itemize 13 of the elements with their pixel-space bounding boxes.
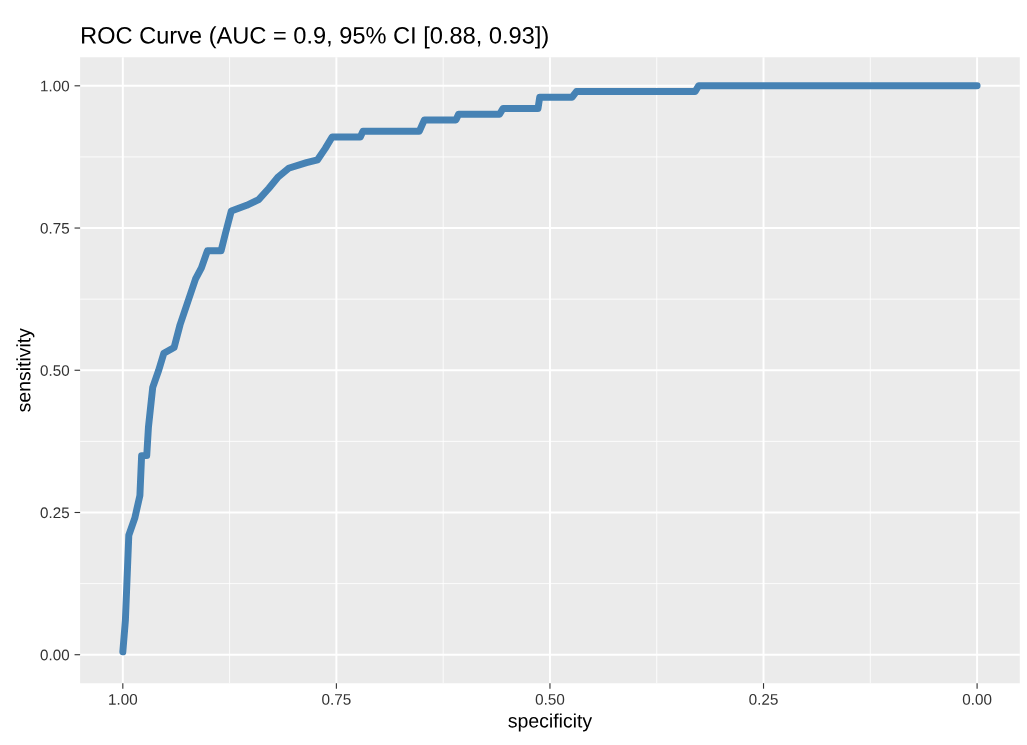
y-tick-label: 0.50 [40,365,70,376]
x-axis-title: specificity [508,713,593,732]
y-tick-label: 1.00 [41,80,70,92]
y-axis-title: sensitivity [16,328,35,412]
y-tick-label: 0.75 [40,222,70,234]
y-tick-label: 0.00 [40,649,70,661]
chart-title: ROC Curve (AUC = 0.9, 95% CI [0.88, 0.93]) [82,26,548,49]
y-tick-label: 0.25 [40,507,70,519]
x-tick-label: 0.75 [322,693,351,705]
x-tick-label: 1.00 [109,693,138,705]
x-tick-label: 0.25 [749,693,778,705]
x-tick-label: 0.50 [535,693,565,705]
x-tick-label: 0.00 [962,693,992,705]
